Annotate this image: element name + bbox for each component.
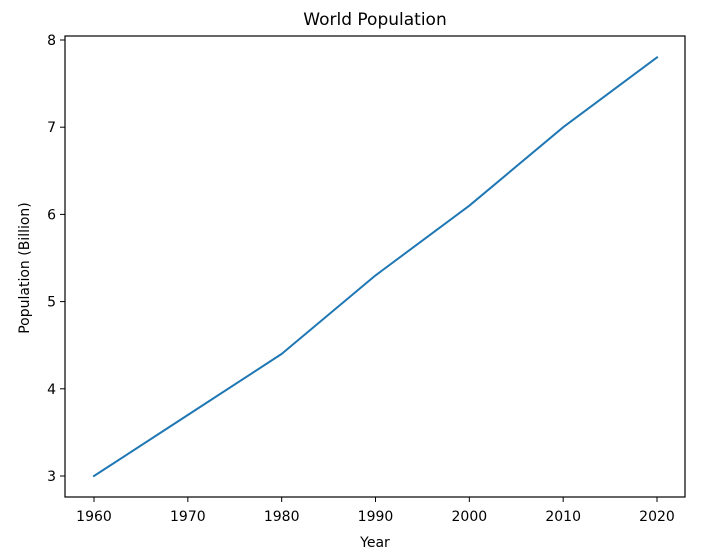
x-tick-label: 2020 [639, 509, 675, 525]
y-tick-label: 5 [47, 295, 56, 311]
y-tick-label: 8 [47, 33, 56, 49]
x-tick-label: 1970 [170, 509, 206, 525]
x-tick-label: 1990 [358, 509, 394, 525]
population-line [92, 56, 659, 478]
x-axis: 1960 1970 1980 1990 2000 2010 2020 [76, 497, 675, 525]
y-axis-label: Population (Billion) [17, 202, 33, 334]
chart-title: World Population [303, 10, 446, 30]
x-tick-label: 1960 [76, 509, 112, 525]
y-tick-label: 6 [47, 207, 56, 223]
x-tick-label: 2010 [545, 509, 581, 525]
x-axis-label: Year [359, 535, 390, 551]
y-tick-label: 3 [47, 469, 56, 485]
x-tick-label: 1980 [264, 509, 300, 525]
y-axis: 3 4 5 6 7 8 [47, 33, 65, 485]
x-tick-label: 2000 [452, 509, 488, 525]
y-tick-label: 7 [47, 120, 56, 136]
y-tick-label: 4 [47, 382, 56, 398]
